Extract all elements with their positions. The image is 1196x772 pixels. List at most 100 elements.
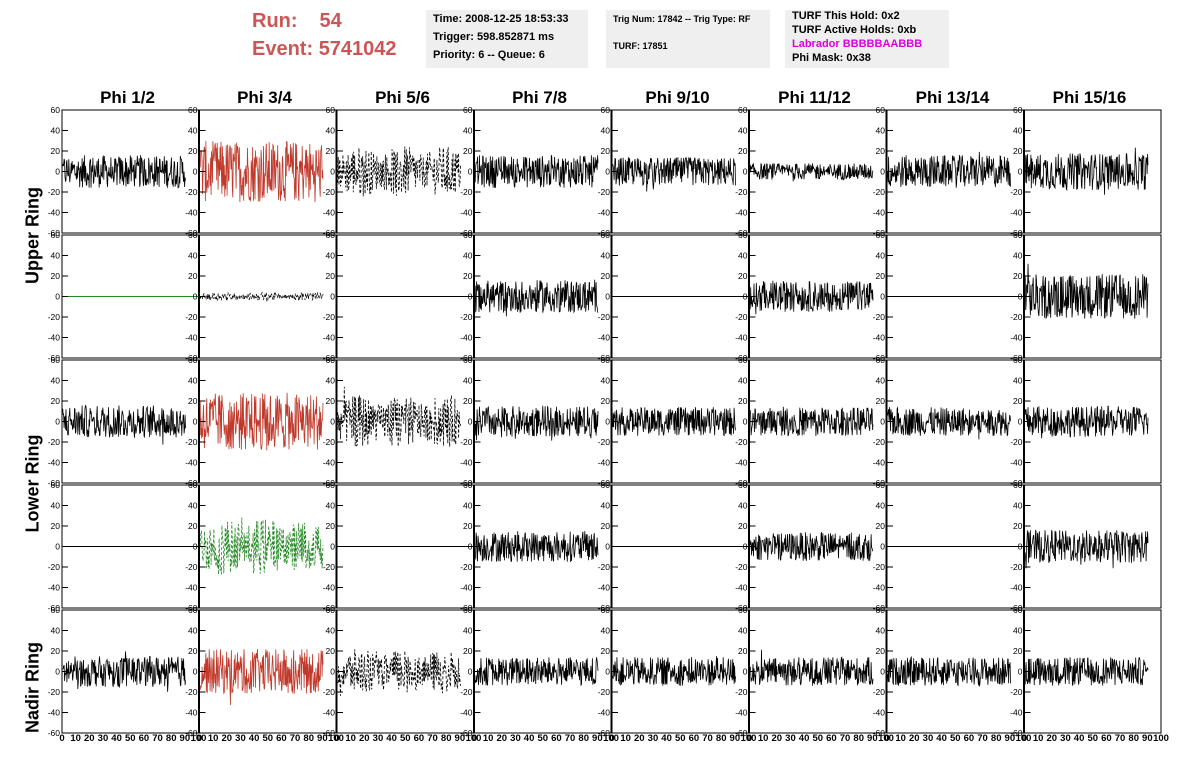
- y-tick-label: -40: [323, 583, 336, 593]
- y-tick-label: 60: [188, 605, 198, 615]
- y-tick-label: 60: [463, 605, 473, 615]
- y-tick-label: 20: [601, 646, 611, 656]
- y-tick-label: 60: [601, 105, 611, 115]
- y-tick-label: -20: [323, 687, 336, 697]
- y-tick-label: -20: [460, 562, 473, 572]
- y-tick-label: 40: [738, 376, 748, 386]
- y-tick-label: 60: [188, 230, 198, 240]
- y-tick-label: -60: [323, 228, 336, 238]
- y-tick-label: 40: [876, 376, 886, 386]
- y-tick-label: -60: [1010, 728, 1023, 738]
- y-tick-label: 40: [738, 501, 748, 511]
- y-tick-label: 60: [51, 355, 61, 365]
- x-tick-label: 20: [634, 733, 645, 744]
- y-tick-label: 60: [738, 105, 748, 115]
- x-tick-label: 20: [772, 733, 783, 744]
- y-tick-label: 0: [468, 417, 473, 427]
- y-tick-label: -20: [1010, 187, 1023, 197]
- x-tick-label: 90: [317, 733, 328, 744]
- y-tick-label: -60: [598, 478, 611, 488]
- y-tick-label: 20: [51, 646, 61, 656]
- y-tick-label: 0: [1018, 167, 1023, 177]
- y-tick-label: -40: [873, 333, 886, 343]
- x-tick-label: 30: [1060, 733, 1071, 744]
- x-tick-label: 80: [991, 733, 1002, 744]
- y-tick-label: -40: [185, 583, 198, 593]
- y-tick-label: -60: [598, 603, 611, 613]
- y-tick-label: 0: [55, 667, 60, 677]
- y-tick-label: 0: [468, 292, 473, 302]
- x-tick-label: 100: [1016, 733, 1032, 744]
- y-tick-label: -40: [1010, 583, 1023, 593]
- x-tick-label: 80: [716, 733, 727, 744]
- x-tick-label: 100: [466, 733, 482, 744]
- y-tick-label: -20: [598, 437, 611, 447]
- y-tick-label: -20: [735, 437, 748, 447]
- y-tick-label: -40: [323, 458, 336, 468]
- y-tick-label: -60: [873, 228, 886, 238]
- y-tick-label: -20: [1010, 562, 1023, 572]
- y-tick-label: 40: [51, 626, 61, 636]
- y-tick-label: -60: [185, 603, 198, 613]
- y-tick-label: -20: [735, 312, 748, 322]
- y-tick-label: 0: [743, 292, 748, 302]
- y-tick-label: -60: [873, 353, 886, 363]
- y-tick-label: 40: [876, 501, 886, 511]
- y-tick-label: 20: [463, 646, 473, 656]
- column-header-phi-1-2: Phi 1/2: [100, 88, 155, 107]
- y-tick-label: -60: [460, 478, 473, 488]
- y-tick-label: 40: [601, 626, 611, 636]
- y-tick-label: 60: [1013, 105, 1023, 115]
- y-tick-label: 0: [330, 292, 335, 302]
- y-tick-label: 40: [601, 126, 611, 136]
- y-tick-label: 0: [743, 417, 748, 427]
- waveform-trace: [199, 291, 324, 302]
- panel-frame: [1024, 484, 1162, 609]
- x-tick-label: 30: [373, 733, 384, 744]
- y-tick-label: 20: [463, 396, 473, 406]
- y-tick-label: 20: [188, 521, 198, 531]
- y-tick-label: -60: [1010, 603, 1023, 613]
- y-tick-label: -60: [735, 478, 748, 488]
- x-tick-label: 60: [139, 733, 150, 744]
- y-tick-label: 20: [188, 271, 198, 281]
- y-tick-label: 20: [188, 396, 198, 406]
- y-tick-label: 40: [1013, 376, 1023, 386]
- y-tick-label: 40: [876, 626, 886, 636]
- y-tick-label: 60: [738, 355, 748, 365]
- column-header-phi-15-16: Phi 15/16: [1052, 88, 1127, 107]
- turf-info-panel: TURF This Hold: 0x2 TURF Active Holds: 0…: [785, 10, 949, 68]
- x-tick-label: 40: [1074, 733, 1085, 744]
- x-tick-label: 70: [1115, 733, 1126, 744]
- waveform-trace: [199, 392, 324, 451]
- y-tick-label: 0: [605, 667, 610, 677]
- run-label: Run: 54: [252, 10, 342, 32]
- y-tick-label: 40: [51, 126, 61, 136]
- y-tick-label: 20: [601, 521, 611, 531]
- y-tick-label: 40: [601, 251, 611, 261]
- y-tick-label: 40: [51, 251, 61, 261]
- y-tick-label: 20: [326, 521, 336, 531]
- y-tick-label: 40: [601, 376, 611, 386]
- y-tick-label: 0: [605, 167, 610, 177]
- waveform-trace: [199, 140, 324, 203]
- x-tick-label: 90: [730, 733, 741, 744]
- y-tick-label: 20: [51, 271, 61, 281]
- y-tick-label: -40: [1010, 208, 1023, 218]
- y-tick-label: 40: [463, 626, 473, 636]
- waveform-trace: [62, 404, 186, 445]
- y-tick-label: -40: [873, 583, 886, 593]
- y-tick-label: 60: [876, 355, 886, 365]
- x-tick-label: 90: [1005, 733, 1016, 744]
- x-tick-label: 30: [785, 733, 796, 744]
- y-tick-label: 60: [463, 230, 473, 240]
- x-tick-label: 0: [472, 733, 477, 744]
- y-tick-label: -40: [48, 208, 61, 218]
- y-tick-label: 20: [876, 146, 886, 156]
- y-tick-label: 60: [1013, 230, 1023, 240]
- y-tick-label: -40: [323, 208, 336, 218]
- y-tick-label: 0: [330, 417, 335, 427]
- y-tick-label: 0: [55, 167, 60, 177]
- y-tick-label: -40: [460, 708, 473, 718]
